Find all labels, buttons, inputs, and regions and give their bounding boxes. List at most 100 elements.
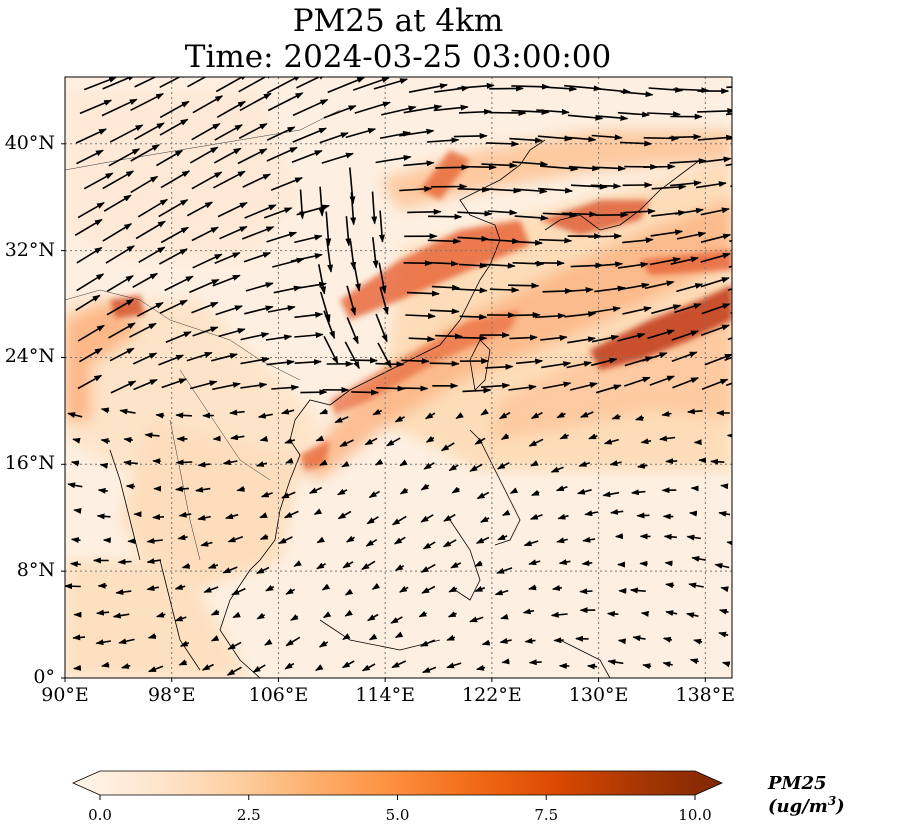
wind-arrow bbox=[238, 77, 274, 93]
wind-arrow bbox=[232, 611, 241, 619]
wind-arrow bbox=[178, 511, 192, 518]
wind-arrow bbox=[337, 488, 348, 496]
wind-arrow bbox=[424, 412, 436, 420]
wind-arrow bbox=[210, 609, 220, 616]
wind-arrow bbox=[165, 331, 192, 344]
wind-arrow bbox=[229, 409, 245, 416]
wind-arrow bbox=[697, 107, 732, 114]
wind-arrow bbox=[423, 462, 435, 470]
lon-tick-label: 122°E bbox=[462, 684, 522, 706]
wind-arrow bbox=[514, 239, 544, 246]
wind-arrow bbox=[498, 411, 511, 420]
wind-arrow bbox=[537, 135, 573, 142]
wind-arrow bbox=[117, 558, 132, 565]
wind-arrow bbox=[578, 461, 591, 467]
wind-arrow bbox=[197, 514, 211, 521]
wind-arrow bbox=[700, 324, 730, 337]
wind-arrow bbox=[514, 214, 549, 221]
wind-arrow bbox=[318, 640, 329, 648]
wind-arrow bbox=[497, 534, 508, 541]
wind-arrow bbox=[474, 585, 486, 593]
lon-tick-label: 106°E bbox=[248, 684, 309, 706]
wind-arrow bbox=[718, 510, 731, 517]
wind-arrow bbox=[147, 665, 164, 673]
wind-arrow bbox=[77, 374, 103, 390]
wind-arrow bbox=[83, 172, 114, 190]
wind-arrow bbox=[197, 461, 211, 468]
wind-arrow bbox=[367, 613, 379, 622]
colorbar-tick-label: 2.5 bbox=[236, 806, 261, 824]
wind-arrow bbox=[674, 303, 702, 314]
wind-arrow bbox=[313, 508, 323, 516]
wind-arrow bbox=[218, 328, 246, 338]
wind-arrow bbox=[318, 186, 325, 217]
wind-arrow bbox=[147, 633, 157, 639]
wind-arrow bbox=[538, 237, 573, 244]
wind-arrow bbox=[120, 663, 131, 669]
wind-arrow bbox=[435, 333, 463, 340]
wind-arrow bbox=[643, 163, 676, 170]
wind-arrow bbox=[134, 122, 165, 141]
wind-arrow bbox=[319, 291, 331, 323]
wind-arrow bbox=[158, 199, 189, 218]
wind-arrow bbox=[528, 559, 541, 566]
wind-arrow bbox=[255, 461, 268, 467]
wind-arrow bbox=[700, 207, 730, 216]
lon-tick-label: 130°E bbox=[568, 684, 629, 706]
wind-arrow bbox=[159, 299, 188, 314]
wind-arrow bbox=[352, 77, 390, 91]
wind-arrow bbox=[210, 635, 220, 642]
wind-arrow bbox=[567, 114, 604, 121]
wind-arrow bbox=[175, 459, 193, 466]
wind-arrow bbox=[155, 611, 166, 618]
wind-arrow bbox=[105, 245, 135, 264]
wind-arrow bbox=[266, 231, 298, 243]
wind-arrow bbox=[181, 562, 191, 569]
wind-arrow bbox=[500, 613, 509, 620]
borders bbox=[65, 109, 341, 561]
wind-arrow bbox=[440, 442, 455, 452]
wind-arrow bbox=[610, 508, 624, 515]
wind-arrow bbox=[558, 559, 571, 565]
wind-arrow bbox=[451, 486, 460, 494]
wind-arrow bbox=[118, 638, 135, 645]
wind-arrow bbox=[718, 631, 729, 638]
wind-arrow bbox=[125, 483, 136, 490]
wind-arrow bbox=[227, 536, 244, 543]
wind-arrow bbox=[427, 260, 459, 267]
wind-arrow bbox=[511, 311, 541, 318]
wind-arrow bbox=[213, 147, 242, 164]
wind-arrow bbox=[425, 435, 435, 443]
wind-arrow bbox=[371, 191, 378, 225]
lon-tick-label: 98°E bbox=[147, 684, 196, 706]
wind-arrow bbox=[137, 198, 169, 218]
wind-arrow bbox=[240, 356, 270, 365]
wind-arrow bbox=[102, 170, 135, 190]
wind-arrow bbox=[244, 204, 277, 219]
wind-arrow bbox=[457, 210, 493, 217]
wind-arrow bbox=[624, 376, 651, 387]
wind-arrow bbox=[453, 132, 488, 139]
wind-arrow bbox=[720, 483, 729, 490]
wind-arrow bbox=[179, 640, 190, 647]
wind-arrow bbox=[418, 610, 428, 618]
wind-arrow bbox=[485, 140, 520, 147]
wind-arrow bbox=[109, 347, 135, 362]
wind-arrow bbox=[469, 463, 483, 472]
colorbar-tick-label: 7.5 bbox=[534, 806, 559, 824]
wind-arrow bbox=[629, 587, 646, 594]
wind-arrow bbox=[103, 194, 132, 212]
wind-arrow bbox=[373, 78, 409, 90]
wind-arrow bbox=[214, 252, 241, 265]
wind-arrow bbox=[325, 211, 332, 247]
wind-arrow bbox=[399, 128, 435, 137]
wind-arrow bbox=[368, 633, 378, 641]
wind-arrow bbox=[401, 358, 430, 365]
wind-arrow bbox=[588, 433, 598, 440]
wind-arrow bbox=[673, 87, 710, 94]
wind-arrow bbox=[102, 77, 136, 90]
wind-arrow bbox=[201, 663, 214, 671]
wind-arrow bbox=[72, 437, 81, 444]
wind-arrow bbox=[361, 560, 376, 570]
wind-arrow bbox=[76, 246, 103, 264]
